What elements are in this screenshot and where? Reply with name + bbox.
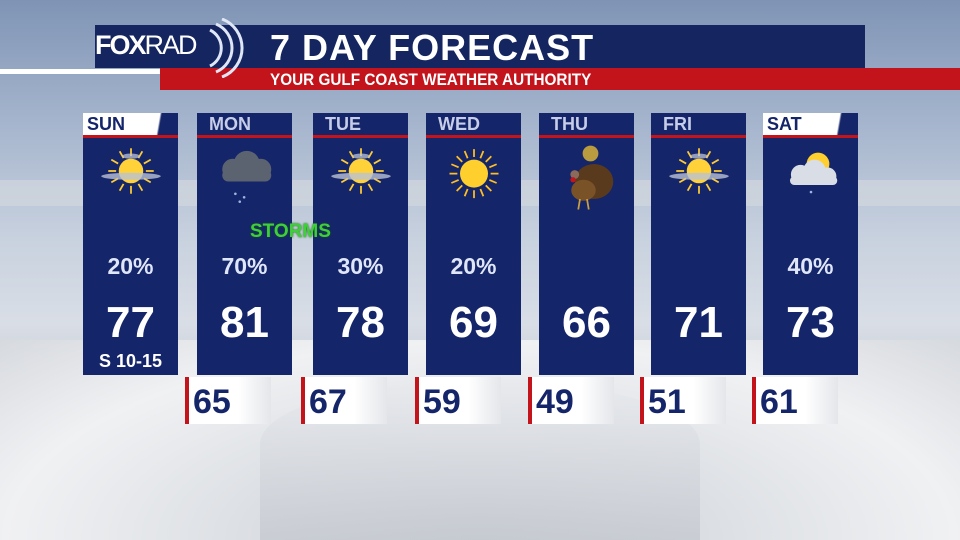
wind: S 10-15	[98, 351, 163, 371]
precip-chance: 70%	[221, 253, 268, 279]
precip-chance: 30%	[337, 253, 384, 279]
sun-behind-cloud-icon	[101, 148, 161, 194]
day-label: FRI	[651, 113, 746, 138]
low-temp: 61	[760, 383, 798, 421]
page-subtitle: YOUR GULF COAST WEATHER AUTHORITY	[270, 70, 592, 89]
storm-cloud-icon	[222, 150, 272, 203]
precip-chance: 20%	[450, 253, 497, 279]
low-temp: 65	[193, 383, 231, 421]
low-temp: 51	[648, 383, 686, 421]
high-temp: 71	[674, 298, 723, 347]
low-temp-box: 51	[640, 377, 726, 424]
page-title: 7 DAY FORECAST	[270, 27, 595, 68]
low-temp: 49	[536, 383, 574, 421]
high-temp: 69	[449, 298, 498, 347]
day-label: MON	[197, 113, 292, 138]
high-temp: 78	[336, 298, 385, 347]
low-temp: 67	[309, 383, 347, 421]
low-temp-box: 61	[752, 377, 838, 424]
high-temp: 66	[562, 298, 611, 347]
day-label: WED	[426, 113, 521, 138]
day-column-tue: TUE 30% 78	[313, 113, 408, 375]
title-bar	[95, 25, 865, 68]
sun-behind-cloud-icon	[669, 148, 729, 194]
low-temp-box: 49	[528, 377, 614, 424]
precip-chance: 20%	[107, 253, 154, 279]
day-column-mon: MON 70% 81	[197, 113, 292, 375]
precip-chance: 40%	[787, 253, 834, 279]
high-temp: 81	[220, 298, 269, 347]
low-temp-box: 67	[301, 377, 387, 424]
high-temp: 77	[106, 298, 155, 347]
storms-label: STORMS	[250, 221, 331, 242]
day-column-sat: SAT 40% 73	[763, 113, 858, 375]
divider	[0, 69, 165, 74]
subtitle-bar	[160, 68, 960, 90]
day-column-wed: WED 20% 69	[426, 113, 521, 375]
day-label: SAT	[763, 113, 858, 138]
low-temp-box: 59	[415, 377, 501, 424]
radar-rings-icon	[209, 18, 244, 78]
sun-behind-cloud-icon	[331, 148, 391, 194]
foxrad-logo: FOXRAD	[95, 30, 198, 60]
day-column-thu: THU 66	[539, 113, 634, 375]
cloud-rain-icon	[790, 152, 838, 194]
low-temp-box: 65	[185, 377, 271, 424]
sun-icon	[449, 149, 499, 199]
day-label: THU	[539, 113, 634, 138]
day-label: SUN	[83, 113, 178, 138]
day-label: TUE	[313, 113, 408, 138]
high-temp: 73	[786, 298, 835, 347]
day-column-sun: SUN 20% 77 S 10-15	[83, 113, 178, 375]
day-column-fri: FRI 71	[651, 113, 746, 375]
low-temp: 59	[423, 383, 461, 421]
turkey-icon	[570, 145, 614, 210]
